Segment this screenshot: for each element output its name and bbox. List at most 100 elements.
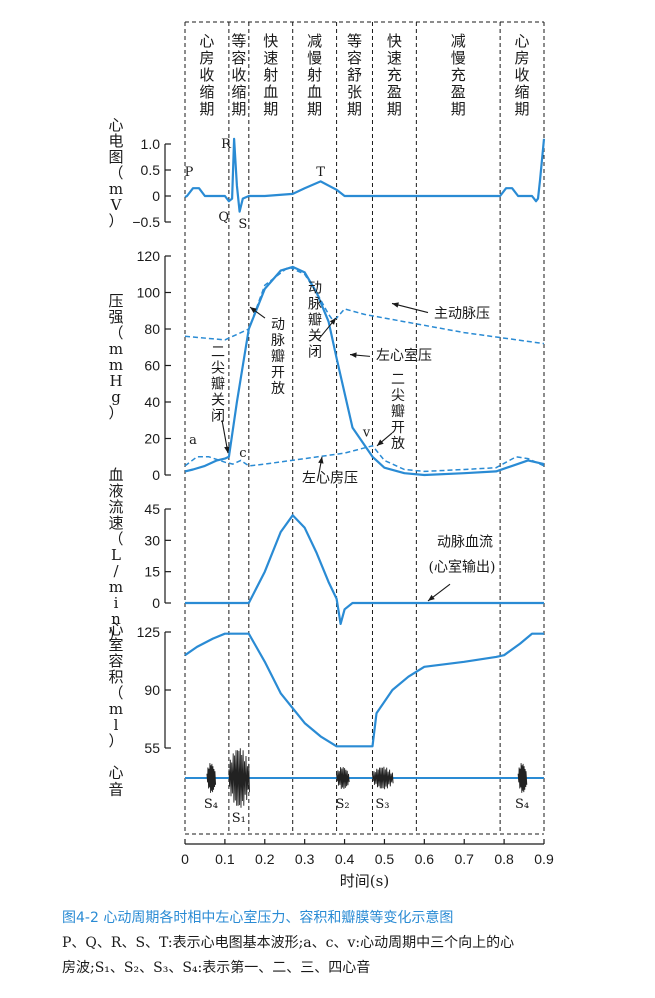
phase-boundaries <box>184 21 545 835</box>
blood-flow-series-0 <box>185 514 544 625</box>
phase-label-3-char: 减 <box>307 32 322 50</box>
pressure-ytick-label: 80 <box>144 321 160 337</box>
arrow-flow-head <box>428 594 435 601</box>
phase-label-7-char: 房 <box>515 49 530 67</box>
ventricular-volume-series-0 <box>184 632 544 748</box>
ecg-ylabel-char: 心 <box>108 116 123 134</box>
phase-label-0-char: 房 <box>199 49 214 67</box>
heart-sounds-ylabel: 心音 <box>108 764 123 799</box>
blood-flow-ylabel-char: 液 <box>108 482 123 500</box>
pressure-ylabel-char: g <box>111 388 121 406</box>
ecg-label-r: R <box>221 137 232 152</box>
label-la-pressure: 左心房压 <box>302 470 358 486</box>
label-mitral-close-char: 尖 <box>211 360 225 376</box>
label-wave-v: v <box>362 426 371 441</box>
label-mitral-open-char: 开 <box>391 420 405 436</box>
pressure-ytick-label: 20 <box>144 431 160 447</box>
phase-label-3-char: 期 <box>307 100 322 118</box>
ecg-ytick-label: 0 <box>152 188 160 204</box>
heart-sound-label-2: S₂ <box>335 797 349 812</box>
ecg-ylabel-char: 图 <box>108 148 123 166</box>
ecg-series-0 <box>184 137 546 213</box>
blood-flow-ylabel-char: ） <box>108 626 123 644</box>
heart-sounds-ylabel-char: 音 <box>108 781 123 799</box>
phase-label-7-char: 缩 <box>515 83 530 101</box>
label-mitral-close-char: 二 <box>211 344 225 360</box>
arrow-lv-head <box>350 352 357 358</box>
blood-flow-ylabel-char: m <box>109 578 123 596</box>
panel-heart-sounds: 心音 S₄ S₁ S₂ S₃ S₄ <box>108 748 544 826</box>
arrow-mitral-open-head <box>377 439 384 446</box>
label-mitral-close-char: 关 <box>211 392 225 408</box>
ecg-label-q: Q <box>218 210 229 225</box>
pressure-ytick-label: 60 <box>144 358 160 374</box>
label-arterial-flow: 动脉血流 <box>437 535 493 551</box>
label-aortic-valve-close-char: 脉 <box>308 297 322 313</box>
blood-flow-ytick-label: 30 <box>144 532 160 548</box>
heart-sound-label-0: S₄ <box>204 797 218 812</box>
ecg-ylabel-char: 电 <box>108 132 123 150</box>
phase-label-6-char: 减 <box>451 32 466 50</box>
time-tick-label: 0.9 <box>534 851 554 867</box>
phase-label-2-char: 速 <box>263 49 278 67</box>
figure-note-line1: P、Q、R、S、T:表示心电图基本波形;a、c、v:心动周期中三个向上的心 <box>62 935 515 951</box>
time-axis-label: 时间(s) <box>340 872 389 890</box>
pressure-ylabel-char: m <box>109 356 123 374</box>
phase-label-1-char: 缩 <box>231 83 246 101</box>
pressure-ylabel-char: 压 <box>108 292 123 310</box>
label-aortic-valve-close-char: 闭 <box>308 345 322 361</box>
phase-label-4-char: 张 <box>347 83 362 101</box>
ventricular-volume-ytick-label: 55 <box>144 740 160 756</box>
ecg-ytick-label: −0.5 <box>132 214 160 230</box>
ecg-label-t: T <box>316 165 325 180</box>
label-aortic-valve-close-char: 关 <box>308 329 322 345</box>
label-wave-c: c <box>239 446 246 461</box>
arrow-la-head <box>318 456 324 464</box>
label-mitral-open-char: 尖 <box>391 388 405 404</box>
figure-note-line2: 房波;S₁、S₂、S₃、S₄:表示第一、二、三、四心音 <box>62 960 371 976</box>
ventricular-volume-ylabel-char: 积 <box>108 668 123 686</box>
time-tick-label: 0.8 <box>494 851 514 867</box>
ventricular-volume-ylabel-char: 心 <box>108 620 123 638</box>
pressure-ylabel-char: （ <box>108 324 123 342</box>
ventricular-volume-ylabel-char: （ <box>108 684 123 702</box>
label-mitral-open-char: 二 <box>391 372 405 388</box>
phase-label-0-char: 期 <box>199 100 214 118</box>
phase-label-4-char: 舒 <box>347 66 362 84</box>
label-mitral-close-char: 瓣 <box>211 376 225 392</box>
ecg-ytick-label: 0.5 <box>141 162 161 178</box>
phase-label-5-char: 盈 <box>387 83 402 101</box>
heart-sound-burst-2 <box>336 767 350 789</box>
phase-label-0-char: 收 <box>199 66 214 84</box>
phase-label-0-char: 缩 <box>199 83 214 101</box>
time-tick-label: 0.6 <box>415 851 435 867</box>
blood-flow-ylabel-char: （ <box>108 530 123 548</box>
blood-flow-ylabel-char: 血 <box>108 466 123 484</box>
ventricular-volume-ylabel-char: 容 <box>108 652 123 670</box>
phase-label-5-char: 充 <box>387 66 402 84</box>
label-mitral-close-char: 闭 <box>211 408 225 424</box>
phase-label-6-char: 充 <box>451 66 466 84</box>
phase-label-5-char: 快 <box>387 32 402 50</box>
blood-flow-ytick-label: 15 <box>144 564 160 580</box>
pressure-series-1 <box>184 265 545 477</box>
ventricular-volume-ytick-label: 125 <box>137 624 161 640</box>
heart-sound-burst-1 <box>228 748 250 808</box>
figure-caption: 图4-2 心动周期各时相中左心室压力、容积和瓣膜等变化示意图 P、Q、R、S、T… <box>62 906 622 981</box>
blood-flow-ytick-label: 45 <box>144 501 160 517</box>
time-axis: 0 0.1 0.2 0.3 0.4 0.5 0.6 0.7 0.8 0.9 时间(s) <box>181 839 554 890</box>
time-tick-label: 0.2 <box>255 851 275 867</box>
pressure-ytick-label: 120 <box>137 248 161 264</box>
ventricular-volume-ylabel-char: m <box>109 700 123 718</box>
heart-sound-label-3: S₃ <box>375 797 389 812</box>
